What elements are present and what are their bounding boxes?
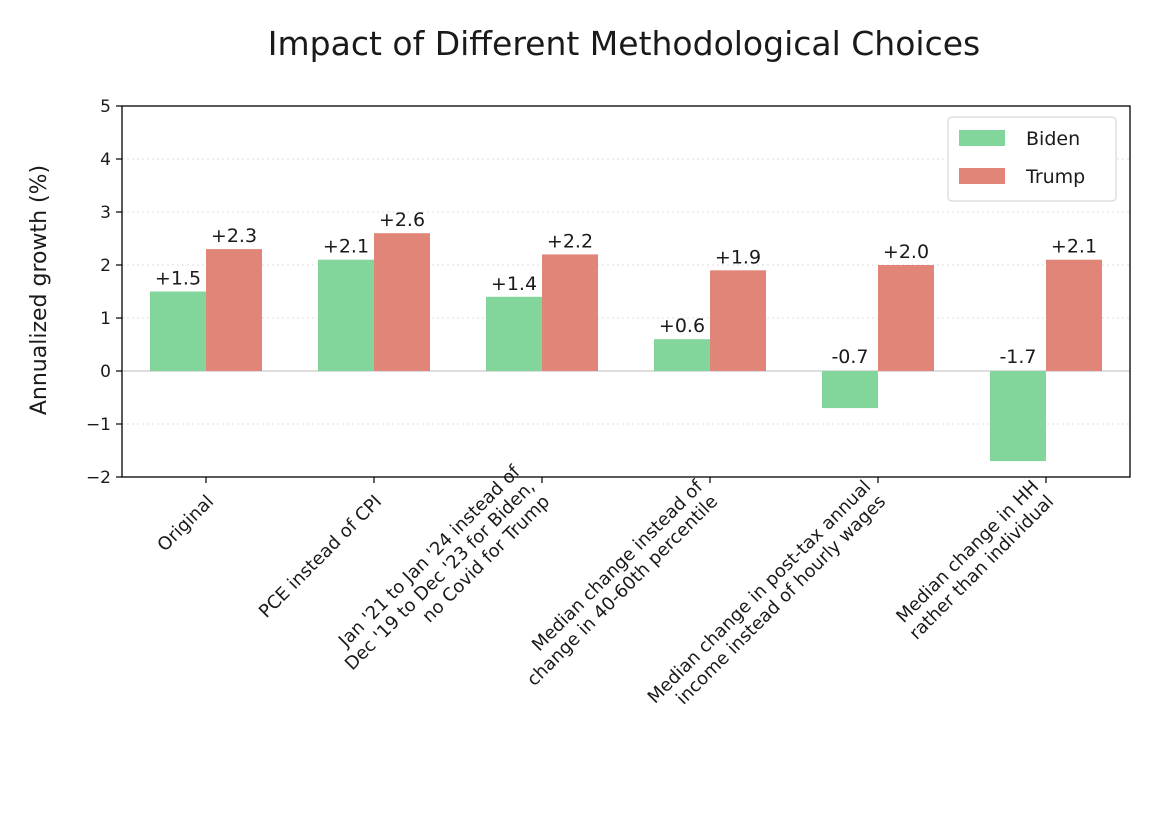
y-tick-label: −1 <box>86 415 111 435</box>
chart-title: Impact of Different Methodological Choic… <box>268 24 980 63</box>
legend-label-trump: Trump <box>1025 166 1085 188</box>
x-tick-label-line: PCE instead of CPI <box>255 491 386 622</box>
y-tick-label: 3 <box>100 203 111 223</box>
x-tick-label: PCE instead of CPI <box>255 491 386 622</box>
x-tick-label-line: rather than individual <box>905 491 1058 644</box>
data-label: +2.1 <box>1051 236 1097 258</box>
data-label: +2.0 <box>883 241 929 263</box>
bar-biden <box>990 371 1046 462</box>
legend-label-biden: Biden <box>1026 128 1080 150</box>
x-tick-label-line: income instead of hourly wages <box>672 491 890 709</box>
plot-frame <box>121 105 1131 478</box>
data-label: +2.3 <box>211 225 257 247</box>
bar-trump <box>542 254 598 371</box>
bar-biden <box>822 371 878 409</box>
data-label: +2.2 <box>547 230 593 252</box>
bar-trump <box>206 249 262 371</box>
x-tick-label: Jan '21 to Jan '24 instead ofDec '19 to … <box>326 461 555 690</box>
data-label: +2.1 <box>323 236 369 258</box>
bar-trump <box>374 233 430 371</box>
bar-trump <box>878 265 934 371</box>
bar-biden <box>486 296 542 371</box>
bar-biden <box>150 291 206 371</box>
legend-swatch-trump <box>959 168 1005 184</box>
bars <box>150 233 1102 462</box>
x-tick-label-line: Original <box>153 491 218 556</box>
bar-trump <box>710 270 766 371</box>
y-tick-label: −2 <box>86 468 111 488</box>
data-label: -0.7 <box>831 346 868 368</box>
y-tick-label: 2 <box>100 256 111 276</box>
legend: Biden Trump <box>947 116 1117 202</box>
bar-biden <box>654 339 710 371</box>
y-axis-label: Annualized growth (%) <box>27 165 52 415</box>
y-tick-label: 0 <box>100 362 111 382</box>
x-tick-label-line: Median change in HH <box>892 476 1043 627</box>
bar-trump <box>1046 259 1102 371</box>
y-tick-label: 4 <box>100 150 111 170</box>
data-label: +1.9 <box>715 246 761 268</box>
data-label: -1.7 <box>999 346 1036 368</box>
x-tick-label: Original <box>153 491 218 556</box>
data-label: +2.6 <box>379 209 425 231</box>
y-tick-label: 1 <box>100 309 111 329</box>
y-tick-label: 5 <box>100 97 111 117</box>
legend-swatch-biden <box>959 130 1005 146</box>
x-tick-label: Median change in HHrather than individua… <box>890 476 1058 644</box>
data-label: +1.5 <box>155 268 201 290</box>
data-labels: +1.5 +2.1 +1.4 +0.6 -0.7 -1.7 +2.3 +2.6 +2.2 +1.9… <box>155 209 1097 368</box>
bar-biden <box>318 259 374 371</box>
x-tick-label-line: Median change instead of <box>528 476 708 656</box>
data-label: +1.4 <box>491 273 537 295</box>
data-label: +0.6 <box>659 315 705 337</box>
